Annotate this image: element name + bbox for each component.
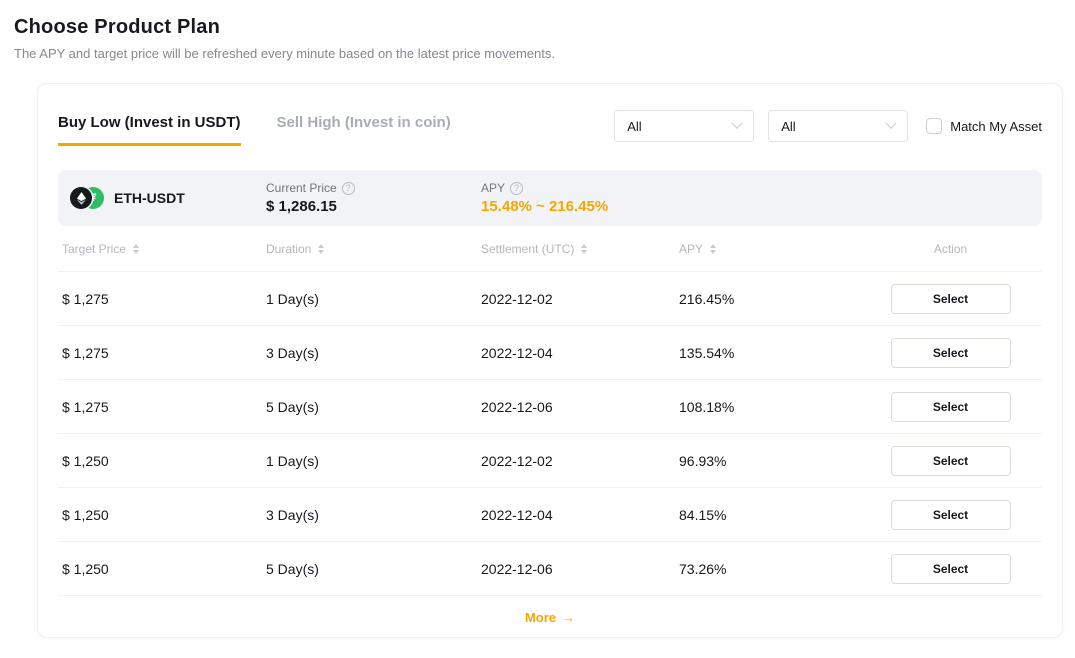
settlement-cell: 2022-12-04 — [481, 506, 553, 523]
apy-label: APY — [481, 181, 506, 195]
duration-cell: 3 Day(s) — [266, 344, 319, 361]
table-header-row: Target Price Duration Settlement (UTC) A… — [58, 226, 1042, 272]
plan-row: $ 1,275 1 Day(s) 2022-12-02 216.45% Select — [58, 272, 1042, 326]
apy-cell: 73.26% — [679, 560, 727, 577]
filter-dropdown-duration[interactable]: All — [768, 110, 909, 142]
target-price-cell: $ 1,275 — [62, 290, 109, 307]
chevron-down-icon — [885, 117, 897, 129]
plan-tabs: Buy Low (Invest in USDT) Sell High (Inve… — [58, 114, 451, 146]
current-price-label: Current Price — [266, 181, 337, 195]
help-icon[interactable]: ? — [341, 181, 355, 195]
action-cell: Select — [859, 499, 1042, 530]
page-title: Choose Product Plan — [14, 16, 221, 38]
target-price-cell: $ 1,250 — [62, 452, 109, 469]
plan-row: $ 1,250 5 Day(s) 2022-12-06 73.26% Select — [58, 542, 1042, 596]
action-cell: Select — [859, 391, 1042, 422]
match-my-asset-toggle[interactable]: Match My Asset — [926, 118, 1042, 134]
target-price-cell: $ 1,275 — [62, 398, 109, 415]
match-my-asset-label: Match My Asset — [950, 118, 1042, 134]
match-my-asset-checkbox[interactable] — [926, 118, 943, 134]
settlement-cell: 2022-12-06 — [481, 398, 553, 415]
tab-sell-high[interactable]: Sell High (Invest in coin) — [276, 114, 451, 131]
plan-row: $ 1,250 3 Day(s) 2022-12-04 84.15% Select — [58, 488, 1042, 542]
duration-cell: 3 Day(s) — [266, 506, 319, 523]
action-cell: Select — [859, 445, 1042, 476]
action-cell: Select — [859, 337, 1042, 368]
sort-icon[interactable] — [581, 243, 588, 254]
target-price-cell: $ 1,275 — [62, 344, 109, 361]
settlement-cell: 2022-12-02 — [481, 290, 553, 307]
select-button[interactable]: Select — [890, 283, 1011, 314]
header-target-price: Target Price — [58, 242, 266, 256]
coin-pair-icon: ₮ — [70, 187, 104, 209]
eth-coin-icon — [70, 187, 92, 209]
product-summary-strip: ₮ ETH-USDT Current Price ? $ 1,286.15 AP… — [58, 170, 1042, 226]
chevron-down-icon — [731, 117, 743, 129]
settlement-cell: 2022-12-02 — [481, 452, 553, 469]
select-button[interactable]: Select — [890, 499, 1011, 530]
plan-row: $ 1,275 3 Day(s) 2022-12-04 135.54% Select — [58, 326, 1042, 380]
duration-cell: 1 Day(s) — [266, 290, 319, 307]
action-cell: Select — [859, 283, 1042, 314]
apy-block: APY ? 15.48% ~ 216.45% — [481, 181, 679, 215]
coin-pair-cell: ₮ ETH-USDT — [58, 187, 266, 209]
settlement-cell: 2022-12-06 — [481, 560, 553, 577]
more-row: More → — [58, 596, 1042, 638]
sort-icon[interactable] — [133, 243, 140, 254]
duration-cell: 5 Day(s) — [266, 398, 319, 415]
tab-buy-low[interactable]: Buy Low (Invest in USDT) — [58, 114, 241, 146]
action-cell: Select — [859, 553, 1042, 584]
page-subtitle: The APY and target price will be refresh… — [14, 46, 555, 61]
header-duration: Duration — [266, 242, 481, 256]
select-button[interactable]: Select — [890, 337, 1011, 368]
apy-range-value: 15.48% ~ 216.45% — [481, 198, 609, 215]
sort-icon[interactable] — [318, 243, 325, 254]
filter-bar: All All Match My Asset — [614, 110, 1042, 142]
filter-dropdown-duration-value: All — [781, 118, 796, 134]
apy-cell: 96.93% — [679, 452, 727, 469]
pair-name: ETH-USDT — [114, 190, 185, 206]
select-button[interactable]: Select — [890, 445, 1011, 476]
apy-cell: 216.45% — [679, 290, 735, 307]
plan-row: $ 1,250 1 Day(s) 2022-12-02 96.93% Select — [58, 434, 1042, 488]
plan-table-body: $ 1,275 1 Day(s) 2022-12-02 216.45% Select $ … — [58, 272, 1042, 596]
header-action: Action — [933, 241, 968, 256]
apy-cell: 84.15% — [679, 506, 727, 523]
current-price-value: $ 1,286.15 — [266, 198, 337, 215]
apy-cell: 135.54% — [679, 344, 735, 361]
plan-row: $ 1,275 5 Day(s) 2022-12-06 108.18% Select — [58, 380, 1042, 434]
page-header: Choose Product Plan The APY and target p… — [0, 0, 1075, 61]
apy-cell: 108.18% — [679, 398, 735, 415]
target-price-cell: $ 1,250 — [62, 506, 109, 523]
duration-cell: 5 Day(s) — [266, 560, 319, 577]
arrow-right-icon: → — [562, 609, 576, 625]
duration-cell: 1 Day(s) — [266, 452, 319, 469]
current-price-block: Current Price ? $ 1,286.15 — [266, 181, 481, 215]
product-plan-panel: Buy Low (Invest in USDT) Sell High (Inve… — [37, 83, 1063, 638]
sort-icon[interactable] — [710, 243, 717, 254]
panel-top: Buy Low (Invest in USDT) Sell High (Inve… — [58, 110, 1042, 146]
header-apy: APY — [679, 242, 859, 256]
help-icon[interactable]: ? — [510, 181, 524, 195]
filter-dropdown-coin[interactable]: All — [614, 110, 755, 142]
select-button[interactable]: Select — [890, 553, 1011, 584]
more-link[interactable]: More → — [524, 609, 576, 625]
settlement-cell: 2022-12-04 — [481, 344, 553, 361]
filter-dropdown-coin-value: All — [627, 118, 642, 134]
select-button[interactable]: Select — [890, 391, 1011, 422]
header-settlement: Settlement (UTC) — [481, 242, 679, 256]
target-price-cell: $ 1,250 — [62, 560, 109, 577]
